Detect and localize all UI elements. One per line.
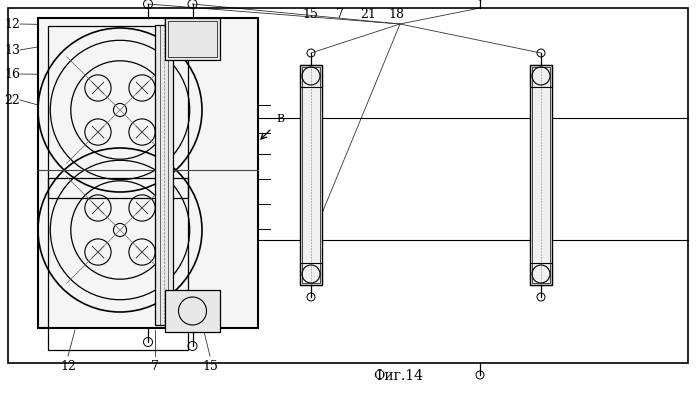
Text: 21: 21 bbox=[360, 8, 376, 21]
Bar bbox=[530, 65, 552, 285]
Bar bbox=[532, 67, 550, 283]
Bar bbox=[165, 290, 220, 332]
Bar bbox=[530, 263, 552, 285]
Text: 13: 13 bbox=[4, 43, 20, 56]
Bar bbox=[48, 178, 188, 350]
Bar bbox=[300, 65, 322, 285]
Bar bbox=[530, 65, 552, 87]
Text: 18: 18 bbox=[388, 8, 404, 21]
Text: 15: 15 bbox=[202, 360, 218, 373]
Bar bbox=[168, 21, 217, 57]
Bar bbox=[48, 26, 188, 198]
Text: Фиг.14: Фиг.14 bbox=[373, 369, 423, 383]
Bar bbox=[302, 67, 320, 283]
Text: В: В bbox=[276, 114, 284, 124]
Text: 15: 15 bbox=[302, 8, 318, 21]
Text: 16: 16 bbox=[4, 67, 20, 80]
Bar bbox=[165, 18, 220, 60]
Text: 12: 12 bbox=[60, 360, 76, 373]
Bar bbox=[300, 263, 322, 285]
Bar bbox=[38, 18, 258, 328]
Bar bbox=[155, 25, 173, 325]
Bar bbox=[300, 65, 322, 87]
Text: 22: 22 bbox=[4, 93, 20, 106]
Text: 7: 7 bbox=[336, 8, 344, 21]
Text: 7: 7 bbox=[151, 360, 159, 373]
Text: 12: 12 bbox=[4, 17, 20, 30]
